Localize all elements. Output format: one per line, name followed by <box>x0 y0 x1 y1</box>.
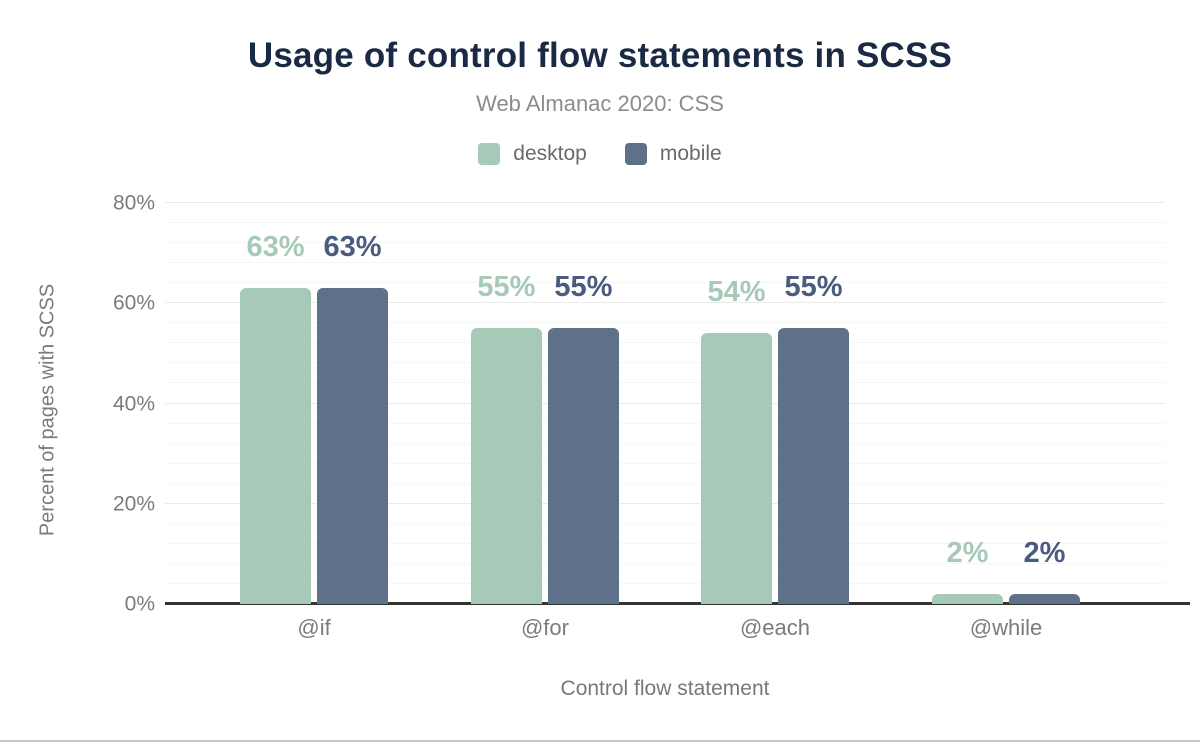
y-axis-ticks: 0% 20% 40% 60% 80% <box>60 193 155 615</box>
minor-gridline-72 <box>165 242 1165 244</box>
minor-gridline-52 <box>165 342 1165 344</box>
minor-gridline-76 <box>165 222 1165 224</box>
minor-gridline-64 <box>165 282 1165 284</box>
major-gridline-60 <box>165 302 1165 304</box>
legend-label-mobile: mobile <box>659 142 722 165</box>
bar-label-mobile-if: 63% <box>323 231 382 264</box>
bar-cell-desktop-each: 54% <box>700 203 772 604</box>
bottom-divider <box>0 740 1200 742</box>
x-axis-title: Control flow statement <box>560 677 770 700</box>
y-tick-60: 60% <box>112 291 155 315</box>
bar-desktop-while <box>932 593 1003 604</box>
x-category-label-if: @if <box>297 615 331 640</box>
bar-mobile-if <box>317 288 389 604</box>
legend: desktop mobile <box>0 142 1200 166</box>
plot-area: 63% 63% 55% 55% 54% 55% 2% 2% <box>165 202 1190 605</box>
y-tick-20: 20% <box>112 492 155 516</box>
bar-group-while: 2% 2% <box>932 203 1080 604</box>
major-gridline-20 <box>165 502 1165 504</box>
minor-gridline-44 <box>165 382 1165 384</box>
bar-cell-desktop-while: 2% <box>932 203 1003 604</box>
legend-swatch-mobile <box>624 143 647 165</box>
bar-cell-mobile-for: 55% <box>547 203 619 604</box>
bar-cell-desktop-if: 63% <box>240 203 312 604</box>
bar-label-desktop-each: 54% <box>707 276 766 309</box>
minor-gridline-16 <box>165 522 1165 524</box>
y-tick-0: 0% <box>124 592 155 616</box>
bar-label-desktop-if: 63% <box>246 231 305 264</box>
minor-gridline-4 <box>165 582 1165 584</box>
chart-title: Usage of control flow statements in SCSS <box>247 36 953 75</box>
bar-group-each: 54% 55% <box>700 203 849 604</box>
bar-mobile-each <box>777 328 849 604</box>
legend-swatch-desktop <box>478 143 501 165</box>
x-category-label-while: @while <box>969 615 1043 640</box>
y-tick-80: 80% <box>112 191 155 215</box>
bar-label-mobile-for: 55% <box>554 271 613 304</box>
y-axis-title-text: Percent of pages with SCSS <box>36 283 59 537</box>
minor-gridline-36 <box>165 422 1165 424</box>
x-category-label-each: @each <box>739 615 810 640</box>
minor-gridline-68 <box>165 262 1165 264</box>
bar-label-desktop-for: 55% <box>477 271 536 304</box>
legend-item-mobile: mobile <box>624 142 722 166</box>
bar-cell-mobile-each: 55% <box>777 203 849 604</box>
bar-cell-mobile-while: 2% <box>1009 203 1080 604</box>
x-axis-line <box>165 602 1190 605</box>
bar-desktop-if <box>240 288 312 604</box>
chart-subtitle: Web Almanac 2020: CSS <box>476 91 724 116</box>
bar-label-mobile-while: 2% <box>1023 536 1066 569</box>
minor-gridline-32 <box>165 442 1165 444</box>
bar-desktop-each <box>700 333 772 604</box>
minor-gridline-28 <box>165 462 1165 464</box>
y-tick-40: 40% <box>112 392 155 415</box>
legend-label-desktop: desktop <box>513 142 587 165</box>
bar-mobile-for <box>547 328 619 604</box>
bar-cell-desktop-for: 55% <box>470 203 542 604</box>
x-category-label-for: @for <box>520 615 569 640</box>
bar-label-mobile-each: 55% <box>784 271 843 304</box>
x-axis-category-labels: @if @for @each @while <box>165 617 1190 645</box>
minor-gridline-24 <box>165 482 1165 484</box>
major-gridline-40 <box>165 402 1165 404</box>
bar-mobile-while <box>1009 593 1080 604</box>
minor-gridline-56 <box>165 322 1165 324</box>
bar-label-desktop-while: 2% <box>946 536 989 569</box>
minor-gridline-12 <box>165 542 1165 544</box>
major-gridline-80 <box>165 202 1165 203</box>
minor-gridline-48 <box>165 362 1165 364</box>
bar-desktop-for <box>470 328 542 604</box>
bar-group-if: 63% 63% <box>240 203 389 604</box>
legend-item-desktop: desktop <box>478 142 587 166</box>
bar-group-for: 55% 55% <box>470 203 619 604</box>
minor-gridline-8 <box>165 562 1165 564</box>
bar-cell-mobile-if: 63% <box>317 203 389 604</box>
